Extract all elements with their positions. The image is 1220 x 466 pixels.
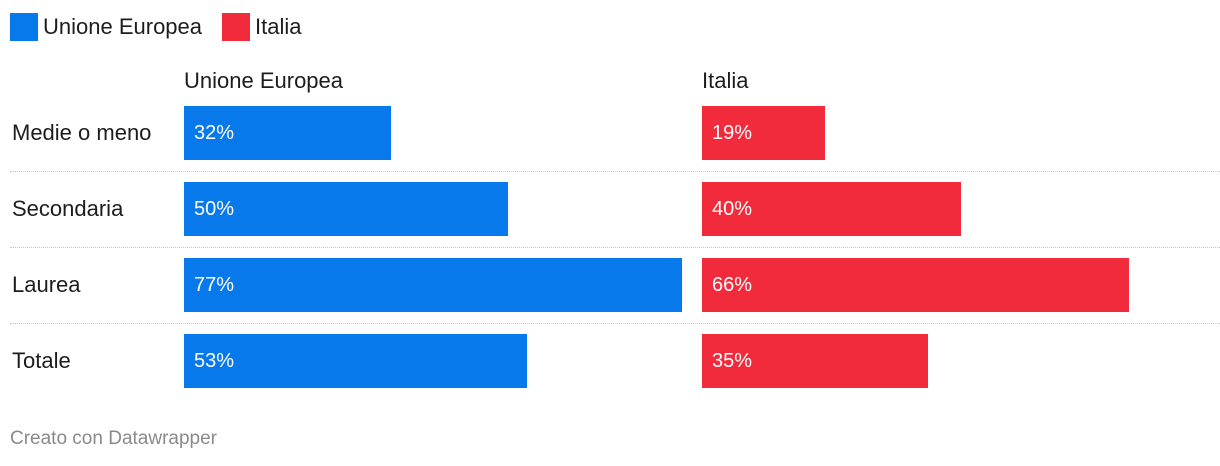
- legend-item-italy: Italia: [222, 13, 302, 41]
- row-label: Secondaria: [12, 196, 124, 221]
- bar: [702, 106, 825, 160]
- bar: [702, 334, 928, 388]
- bar-value-label: 66%: [712, 274, 753, 296]
- column-header-0: Unione Europea: [184, 68, 344, 93]
- legend: Unione Europea Italia: [10, 12, 322, 42]
- row-separator: [10, 247, 1220, 248]
- legend-label-italy: Italia: [255, 14, 302, 39]
- legend-swatch-italy: [222, 13, 251, 41]
- bar-value-label: 77%: [194, 274, 235, 296]
- bar-value-label: 32%: [194, 122, 235, 144]
- legend-item-eu: Unione Europea: [10, 13, 202, 41]
- row-separator: [10, 323, 1220, 324]
- bar-value-label: 50%: [194, 198, 235, 220]
- bar: [184, 106, 391, 160]
- bar: [702, 182, 961, 236]
- row-label: Medie o meno: [12, 120, 152, 145]
- bar: [702, 258, 1129, 312]
- bar-value-label: 53%: [194, 350, 235, 372]
- column-header-1: Italia: [702, 68, 749, 93]
- legend-label-eu: Unione Europea: [43, 14, 203, 39]
- bar-value-label: 40%: [712, 198, 753, 220]
- bar-value-label: 35%: [712, 350, 753, 372]
- bar: [184, 334, 527, 388]
- legend-swatch-eu: [10, 13, 38, 41]
- row-label: Totale: [12, 348, 71, 373]
- row-label: Laurea: [12, 272, 81, 297]
- bar: [184, 182, 508, 236]
- bar: [184, 258, 682, 312]
- credit-text: Creato con Datawrapper: [10, 428, 217, 449]
- bar-value-label: 19%: [712, 122, 753, 144]
- row-separator: [10, 171, 1220, 172]
